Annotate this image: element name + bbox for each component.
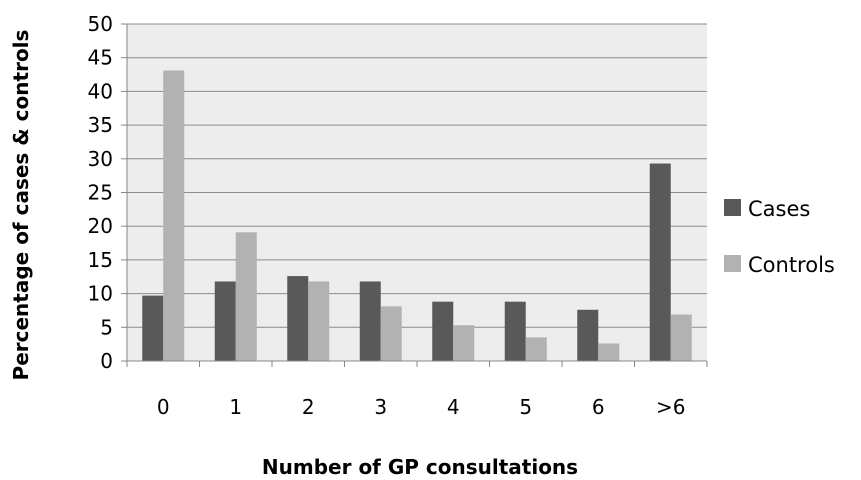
x-tick-label: 0	[157, 395, 170, 419]
x-tick-label: 4	[447, 395, 460, 419]
gridlines	[127, 23, 707, 328]
y-tick-label: 30	[88, 147, 113, 171]
bar-cases	[432, 301, 454, 361]
bar-cases	[142, 295, 164, 361]
y-tick-label: 20	[88, 214, 113, 238]
bar-cases	[359, 281, 381, 361]
y-tick-label: 0	[100, 349, 113, 373]
y-tick-label: 35	[88, 113, 113, 137]
x-tick-label: >6	[656, 395, 685, 419]
x-tick-label: 5	[519, 395, 532, 419]
y-tick-label: 45	[88, 46, 113, 70]
y-tick-labels: 0 5 10 15 20 25 30 35 40 45 50	[88, 12, 127, 373]
y-tick-label: 10	[88, 282, 113, 306]
legend-label-cases: Cases	[748, 197, 810, 221]
x-tick-label: 3	[374, 395, 387, 419]
bars	[142, 70, 692, 362]
y-tick-label: 15	[88, 248, 113, 272]
y-tick-label: 5	[100, 315, 113, 339]
bar-controls	[163, 70, 185, 362]
bar-controls	[453, 325, 475, 361]
x-tick-labels: 0 1 2 3 4 5 6 >6	[126, 361, 708, 419]
bar-cases	[577, 309, 599, 361]
bar-controls	[670, 314, 692, 361]
y-tick-label: 40	[88, 79, 113, 103]
y-tick-label: 50	[88, 12, 113, 36]
bar-cases	[287, 276, 309, 361]
bar-cases	[214, 281, 236, 361]
legend-label-controls: Controls	[748, 253, 835, 277]
bar-controls	[308, 281, 330, 361]
x-tick-label: 6	[592, 395, 605, 419]
bar-cases	[504, 301, 526, 361]
bar-controls	[235, 232, 257, 361]
bar-controls	[380, 306, 402, 361]
x-axis-title: Number of GP consultations	[262, 455, 578, 479]
legend-swatch-cases	[724, 199, 741, 216]
bar-controls	[598, 343, 620, 361]
legend: Cases Controls	[724, 197, 835, 277]
legend-swatch-controls	[724, 255, 741, 272]
x-tick-label: 1	[229, 395, 242, 419]
y-axis-title: Percentage of cases & controls	[9, 30, 33, 381]
x-tick-label: 2	[302, 395, 315, 419]
y-tick-label: 25	[88, 181, 113, 205]
bar-controls	[525, 337, 547, 361]
bar-cases	[649, 163, 671, 361]
